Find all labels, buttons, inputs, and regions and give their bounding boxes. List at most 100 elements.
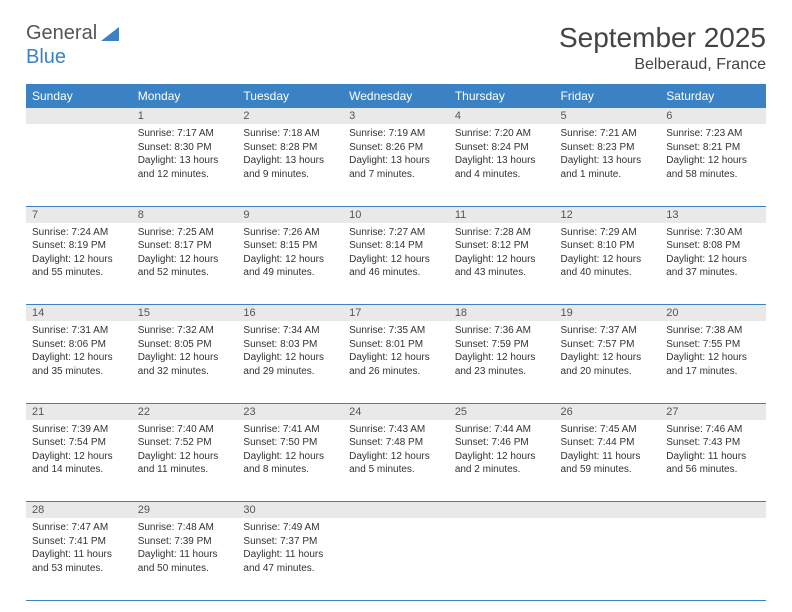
daylight-line-2: and 55 minutes. — [32, 266, 126, 280]
daylight-line-2: and 58 minutes. — [666, 168, 760, 182]
column-header: Sunday — [26, 84, 132, 108]
daylight-line-2: and 47 minutes. — [243, 562, 337, 576]
day-number-cell — [26, 108, 132, 124]
day-cell-inner: Sunrise: 7:17 AMSunset: 8:30 PMDaylight:… — [132, 124, 238, 186]
sunrise-text: Sunrise: 7:49 AM — [243, 521, 337, 535]
sunrise-text: Sunrise: 7:26 AM — [243, 226, 337, 240]
day-number-cell — [449, 502, 555, 519]
column-header: Wednesday — [343, 84, 449, 108]
daylight-line-2: and 32 minutes. — [138, 365, 232, 379]
daylight-line-1: Daylight: 12 hours — [243, 351, 337, 365]
daylight-line-1: Daylight: 13 hours — [349, 154, 443, 168]
day-number-cell: 8 — [132, 206, 238, 223]
daylight-line-1: Daylight: 12 hours — [349, 450, 443, 464]
day-number-cell: 16 — [237, 305, 343, 322]
daylight-line-2: and 37 minutes. — [666, 266, 760, 280]
day-number-cell: 14 — [26, 305, 132, 322]
day-cell-inner: Sunrise: 7:38 AMSunset: 7:55 PMDaylight:… — [660, 321, 766, 383]
day-number-cell: 12 — [555, 206, 661, 223]
day-cell: Sunrise: 7:36 AMSunset: 7:59 PMDaylight:… — [449, 321, 555, 403]
sunset-text: Sunset: 7:37 PM — [243, 535, 337, 549]
day-number-cell: 4 — [449, 108, 555, 124]
day-cell: Sunrise: 7:40 AMSunset: 7:52 PMDaylight:… — [132, 420, 238, 502]
sunset-text: Sunset: 7:39 PM — [138, 535, 232, 549]
sunset-text: Sunset: 8:19 PM — [32, 239, 126, 253]
daylight-line-1: Daylight: 12 hours — [666, 253, 760, 267]
sunrise-text: Sunrise: 7:45 AM — [561, 423, 655, 437]
daylight-line-1: Daylight: 12 hours — [32, 450, 126, 464]
day-cell: Sunrise: 7:45 AMSunset: 7:44 PMDaylight:… — [555, 420, 661, 502]
day-number-row: 123456 — [26, 108, 766, 124]
day-cell — [449, 518, 555, 600]
logo: General — [26, 22, 121, 45]
logo-word-2: Blue — [26, 46, 66, 69]
sunset-text: Sunset: 7:52 PM — [138, 436, 232, 450]
day-cell: Sunrise: 7:43 AMSunset: 7:48 PMDaylight:… — [343, 420, 449, 502]
day-number-cell: 1 — [132, 108, 238, 124]
day-cell: Sunrise: 7:27 AMSunset: 8:14 PMDaylight:… — [343, 223, 449, 305]
daylight-line-1: Daylight: 12 hours — [32, 253, 126, 267]
day-cell-inner: Sunrise: 7:26 AMSunset: 8:15 PMDaylight:… — [237, 223, 343, 285]
column-header: Monday — [132, 84, 238, 108]
day-number-cell: 10 — [343, 206, 449, 223]
daylight-line-1: Daylight: 12 hours — [666, 351, 760, 365]
sunset-text: Sunset: 8:17 PM — [138, 239, 232, 253]
daylight-line-2: and 2 minutes. — [455, 463, 549, 477]
sunrise-text: Sunrise: 7:21 AM — [561, 127, 655, 141]
daylight-line-2: and 20 minutes. — [561, 365, 655, 379]
daylight-line-1: Daylight: 12 hours — [349, 253, 443, 267]
daylight-line-2: and 59 minutes. — [561, 463, 655, 477]
day-content-row: Sunrise: 7:24 AMSunset: 8:19 PMDaylight:… — [26, 223, 766, 305]
sunset-text: Sunset: 8:12 PM — [455, 239, 549, 253]
column-header: Saturday — [660, 84, 766, 108]
day-cell — [660, 518, 766, 600]
day-cell-inner: Sunrise: 7:44 AMSunset: 7:46 PMDaylight:… — [449, 420, 555, 482]
month-title: September 2025 — [559, 22, 766, 54]
daylight-line-1: Daylight: 11 hours — [138, 548, 232, 562]
sunset-text: Sunset: 8:26 PM — [349, 141, 443, 155]
sunset-text: Sunset: 8:21 PM — [666, 141, 760, 155]
header: General September 2025 Belberaud, France — [26, 22, 766, 74]
daylight-line-1: Daylight: 12 hours — [455, 450, 549, 464]
day-cell — [26, 124, 132, 206]
day-cell: Sunrise: 7:38 AMSunset: 7:55 PMDaylight:… — [660, 321, 766, 403]
daylight-line-2: and 49 minutes. — [243, 266, 337, 280]
sunrise-text: Sunrise: 7:24 AM — [32, 226, 126, 240]
day-number-cell: 25 — [449, 403, 555, 420]
daylight-line-1: Daylight: 12 hours — [243, 253, 337, 267]
day-cell-inner: Sunrise: 7:23 AMSunset: 8:21 PMDaylight:… — [660, 124, 766, 186]
title-block: September 2025 Belberaud, France — [559, 22, 766, 74]
daylight-line-2: and 5 minutes. — [349, 463, 443, 477]
day-cell-inner: Sunrise: 7:34 AMSunset: 8:03 PMDaylight:… — [237, 321, 343, 383]
sunset-text: Sunset: 8:08 PM — [666, 239, 760, 253]
day-cell: Sunrise: 7:37 AMSunset: 7:57 PMDaylight:… — [555, 321, 661, 403]
sunrise-text: Sunrise: 7:40 AM — [138, 423, 232, 437]
daylight-line-1: Daylight: 13 hours — [455, 154, 549, 168]
day-cell: Sunrise: 7:34 AMSunset: 8:03 PMDaylight:… — [237, 321, 343, 403]
day-number-cell: 3 — [343, 108, 449, 124]
daylight-line-1: Daylight: 12 hours — [561, 253, 655, 267]
day-cell-inner: Sunrise: 7:47 AMSunset: 7:41 PMDaylight:… — [26, 518, 132, 580]
day-number-cell: 11 — [449, 206, 555, 223]
day-cell: Sunrise: 7:31 AMSunset: 8:06 PMDaylight:… — [26, 321, 132, 403]
daylight-line-1: Daylight: 12 hours — [666, 154, 760, 168]
daylight-line-1: Daylight: 12 hours — [455, 253, 549, 267]
column-header: Friday — [555, 84, 661, 108]
sunset-text: Sunset: 7:59 PM — [455, 338, 549, 352]
day-number-cell: 23 — [237, 403, 343, 420]
day-cell: Sunrise: 7:48 AMSunset: 7:39 PMDaylight:… — [132, 518, 238, 600]
daylight-line-2: and 9 minutes. — [243, 168, 337, 182]
sunrise-text: Sunrise: 7:31 AM — [32, 324, 126, 338]
sunrise-text: Sunrise: 7:48 AM — [138, 521, 232, 535]
daylight-line-2: and 29 minutes. — [243, 365, 337, 379]
daylight-line-1: Daylight: 12 hours — [243, 450, 337, 464]
daylight-line-1: Daylight: 12 hours — [138, 351, 232, 365]
day-number-row: 21222324252627 — [26, 403, 766, 420]
sunrise-text: Sunrise: 7:41 AM — [243, 423, 337, 437]
daylight-line-2: and 14 minutes. — [32, 463, 126, 477]
sunset-text: Sunset: 8:05 PM — [138, 338, 232, 352]
sunrise-text: Sunrise: 7:27 AM — [349, 226, 443, 240]
day-content-row: Sunrise: 7:31 AMSunset: 8:06 PMDaylight:… — [26, 321, 766, 403]
sunrise-text: Sunrise: 7:17 AM — [138, 127, 232, 141]
day-cell-inner: Sunrise: 7:25 AMSunset: 8:17 PMDaylight:… — [132, 223, 238, 285]
